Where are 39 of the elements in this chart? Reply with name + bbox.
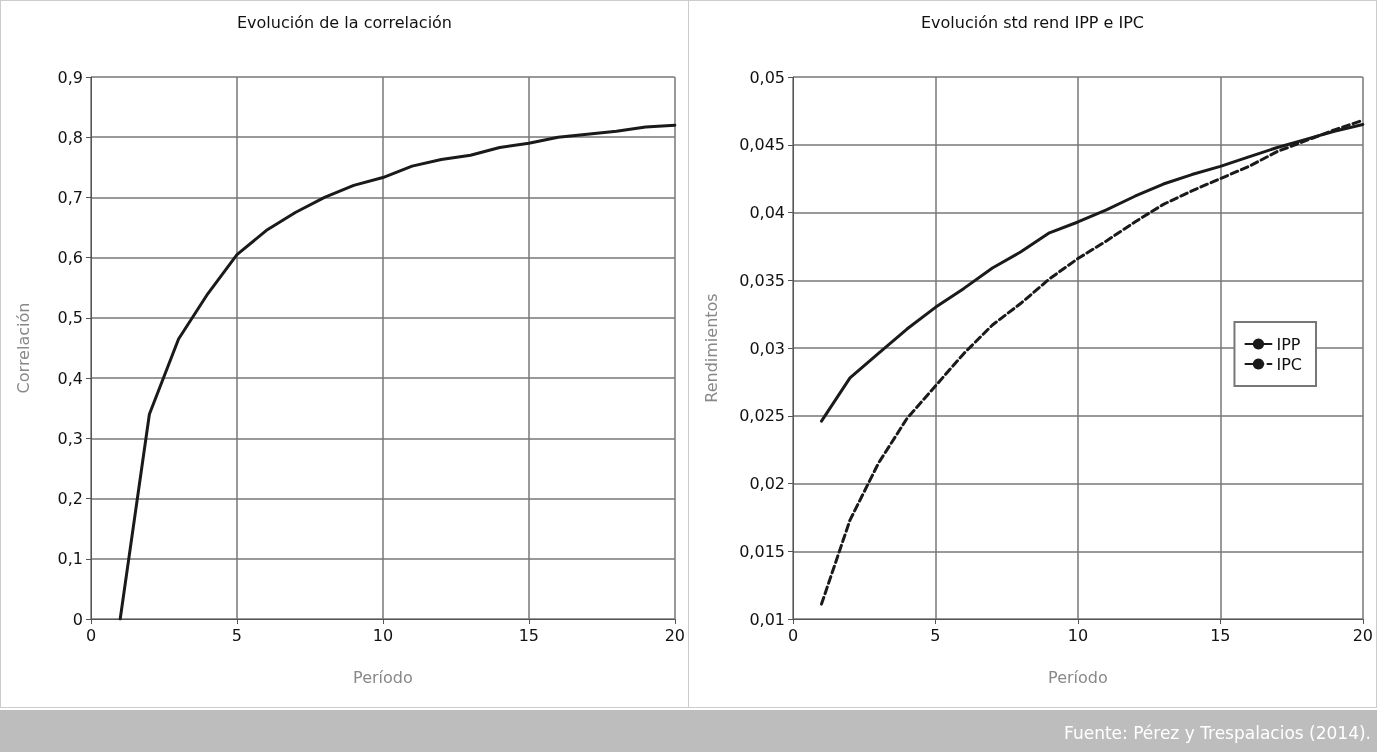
x-tick-label: 20 [664, 625, 685, 645]
y-tick-label: 0,4 [57, 368, 83, 388]
y-tick-label: 0,01 [749, 609, 785, 629]
y-tick-label: 0,6 [57, 248, 83, 268]
x-tick-label: 20 [1352, 625, 1373, 645]
x-tick-label: 15 [1210, 625, 1231, 645]
y-tick-label: 0,7 [57, 187, 83, 207]
y-tick-label: 0,5 [57, 308, 83, 328]
line-series [118, 123, 677, 621]
chart-title: Evolución std rend IPP e IPC [920, 12, 1145, 32]
x-tick-label: 5 [930, 625, 941, 645]
y-tick-label: 0,045 [739, 135, 785, 155]
y-tick-label: 0,3 [57, 428, 83, 448]
x-tick-label: 5 [231, 625, 243, 645]
x-axis-title: Período [1048, 667, 1108, 687]
x-tick-label: 10 [372, 625, 394, 645]
y-tick-label: 0,035 [739, 270, 785, 290]
x-tick-label: 0 [85, 625, 97, 645]
x-tick-label: 10 [1067, 625, 1089, 645]
chart-title: Evolución de la correlación [236, 12, 453, 32]
y-tick-label: 0,05 [749, 67, 785, 87]
y-tick-label: 0,04 [749, 203, 785, 222]
y-tick-label: 0 [72, 609, 83, 629]
source-note: Fuente: Pérez y Trespalacios (2014). [0, 710, 1377, 752]
x-tick-label: 0 [787, 625, 799, 645]
y-tick-label: 0,015 [739, 541, 785, 561]
y-tick-label: 0,03 [749, 338, 785, 358]
y-axis-title: Correlación [13, 302, 33, 394]
y-tick-label: 0,1 [57, 549, 83, 569]
legend-label: IPP [1276, 334, 1301, 354]
legend-label: IPC [1276, 354, 1303, 374]
y-tick-label: 0,2 [57, 489, 83, 509]
x-axis-title: Período [353, 667, 413, 687]
y-axis-title: Rendimientos [701, 293, 721, 403]
y-tick-label: 0,02 [749, 474, 785, 493]
y-tick-label: 0,9 [57, 67, 83, 87]
y-tick-label: 0,8 [57, 127, 83, 147]
x-tick-label: 15 [518, 625, 540, 645]
y-tick-label: 0,025 [739, 406, 785, 426]
